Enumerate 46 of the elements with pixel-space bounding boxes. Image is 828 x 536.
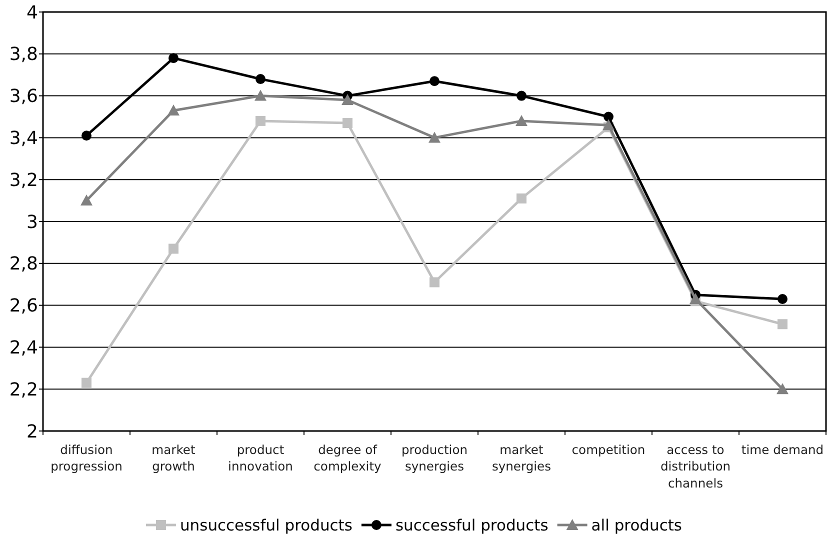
x-tick-label: time demand [741, 443, 824, 457]
y-tick-label: 2,8 [9, 254, 38, 275]
point [516, 193, 526, 204]
y-tick-label: 3,4 [9, 128, 38, 149]
point [168, 53, 178, 64]
point [256, 116, 266, 126]
x-tick-label: market growth [152, 443, 196, 474]
point [430, 277, 440, 288]
point [690, 293, 702, 304]
legend-label: unsuccessful products [180, 516, 352, 534]
y-tick-label: 3,2 [9, 170, 38, 191]
y-tick-label: 3 [26, 212, 38, 233]
point [428, 132, 440, 143]
point [604, 112, 614, 122]
point [168, 104, 180, 116]
point [254, 90, 266, 101]
point [80, 194, 92, 206]
legend-label: successful products [395, 516, 548, 534]
y-tick-label: 2,4 [9, 338, 38, 358]
x-tick-label: degree of complexity [314, 443, 382, 474]
point [82, 378, 92, 388]
x-tick-label: product innovation [228, 443, 293, 474]
x-tick-label: competition [572, 443, 646, 457]
x-tick-label: access to distribution channels [660, 443, 731, 490]
point [256, 74, 266, 84]
point [430, 76, 440, 86]
point [778, 294, 788, 304]
point [342, 94, 354, 105]
point [516, 114, 528, 126]
y-tick-label: 3,6 [9, 86, 38, 108]
y-tick-label: 2 [26, 421, 38, 442]
point [516, 90, 526, 101]
point [778, 319, 788, 330]
point [82, 130, 92, 141]
y-tick-label: 2,6 [9, 296, 38, 317]
x-tick-label: market synergies [492, 443, 552, 474]
legend-label: all products [591, 516, 682, 534]
y-tick-label: 3,8 [9, 44, 38, 66]
x-tick-label: diffusion progression [50, 443, 122, 474]
point [602, 119, 614, 130]
x-tick-label: production synergies [401, 443, 468, 474]
y-tick-label: 2,2 [9, 379, 38, 400]
y-tick-label: 4 [26, 2, 38, 24]
point [168, 244, 178, 254]
point [342, 118, 352, 128]
point [776, 383, 788, 394]
